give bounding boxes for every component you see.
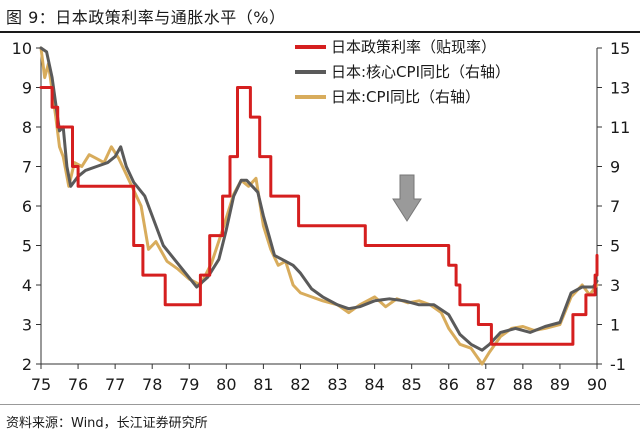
series-layer bbox=[39, 46, 599, 366]
x-tick-label: 77 bbox=[105, 375, 125, 394]
x-tick-label: 80 bbox=[216, 375, 236, 394]
figure-title: 图 9：日本政策利率与通胀水平（%） bbox=[6, 8, 286, 27]
right-tick-label: 15 bbox=[610, 39, 630, 58]
x-tick-label: 89 bbox=[550, 375, 570, 394]
left-tick-label: 3 bbox=[22, 316, 32, 335]
x-axis: 75 76 77 78 79 80 81 82 83 84 85 86 87 88 89 90 bbox=[31, 363, 607, 394]
x-tick-label: 86 bbox=[439, 375, 459, 394]
left-tick-label: 4 bbox=[22, 276, 32, 295]
left-y-axis: 2 3 4 5 6 7 8 9 10 bbox=[12, 39, 42, 374]
left-tick-label: 10 bbox=[12, 39, 32, 58]
left-tick-label: 8 bbox=[22, 118, 32, 137]
x-tick-label: 83 bbox=[327, 375, 347, 394]
left-tick-label: 6 bbox=[22, 197, 32, 216]
down-arrow-annotation bbox=[392, 174, 422, 222]
legend-label-policy-rate: 日本政策利率（贴现率） bbox=[331, 38, 496, 56]
x-tick-label: 79 bbox=[179, 375, 199, 394]
x-tick-label: 87 bbox=[476, 375, 496, 394]
series-core-cpi bbox=[39, 46, 599, 352]
x-tick-label: 82 bbox=[290, 375, 310, 394]
x-axis-ticks: 75 76 77 78 79 80 81 82 83 84 85 86 87 88 89 90 bbox=[31, 364, 607, 394]
legend: 日本政策利率（贴现率） 日本:核心CPI同比（右轴） 日本:CPI同比（右轴） bbox=[295, 38, 510, 106]
right-tick-label: 11 bbox=[610, 118, 630, 137]
x-tick-label: 90 bbox=[587, 375, 607, 394]
down-arrow-icon bbox=[392, 174, 422, 222]
left-axis-ticks: 2 3 4 5 6 7 8 9 10 bbox=[12, 39, 41, 374]
x-tick-label: 84 bbox=[364, 375, 384, 394]
left-tick-label: 2 bbox=[22, 355, 32, 374]
figure-source: 资料来源：Wind，长江证券研究所 bbox=[6, 416, 208, 431]
right-tick-label: 5 bbox=[610, 237, 620, 256]
title-divider bbox=[0, 31, 640, 33]
right-tick-label: 9 bbox=[610, 158, 620, 177]
series-policy-rate bbox=[39, 86, 599, 346]
left-tick-label: 7 bbox=[22, 158, 32, 177]
left-tick-label: 5 bbox=[22, 237, 32, 256]
right-tick-label: 13 bbox=[610, 79, 630, 98]
x-tick-label: 78 bbox=[142, 375, 162, 394]
right-tick-label: -1 bbox=[610, 355, 626, 374]
x-tick-label: 81 bbox=[253, 375, 273, 394]
legend-label-cpi: 日本:CPI同比（右轴） bbox=[331, 88, 480, 106]
x-tick-label: 85 bbox=[401, 375, 421, 394]
left-tick-label: 9 bbox=[22, 79, 32, 98]
right-tick-label: 7 bbox=[610, 197, 620, 216]
legend-label-core-cpi: 日本:核心CPI同比（右轴） bbox=[331, 63, 510, 81]
x-tick-label: 75 bbox=[31, 375, 51, 394]
x-tick-label: 76 bbox=[68, 375, 88, 394]
right-tick-label: 1 bbox=[610, 316, 620, 335]
right-tick-label: 3 bbox=[610, 276, 620, 295]
series-cpi bbox=[39, 46, 599, 366]
source-divider bbox=[0, 404, 640, 405]
x-tick-label: 88 bbox=[513, 375, 533, 394]
